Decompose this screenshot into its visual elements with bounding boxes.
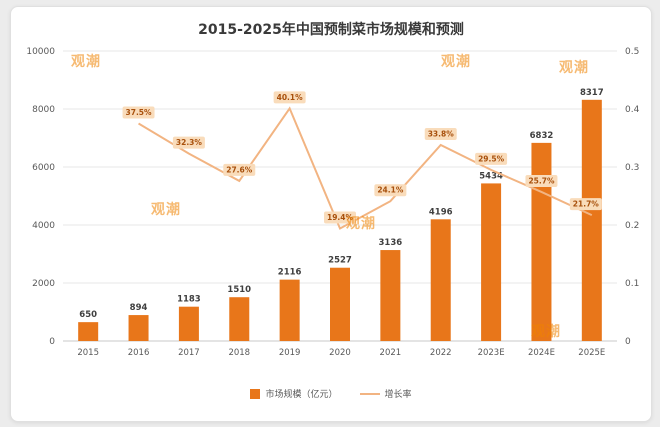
bar-value-label: 650: [79, 310, 97, 320]
growth-label-box: [122, 106, 155, 119]
bar: [229, 297, 250, 341]
bar: [78, 322, 99, 341]
bar: [128, 315, 149, 341]
bar: [279, 279, 300, 341]
left-axis-tick-label: 0: [49, 337, 55, 347]
right-axis-tick-label: 0.3: [625, 163, 639, 173]
bar-swatch-icon: [250, 388, 261, 399]
combo-chart: 0 2000 4000 6000 8000 10000 0 0.1 0.2 0.3 0.4 0.5 20…: [26, 47, 640, 358]
line-swatch-icon: [359, 392, 380, 395]
bar-value-label: 2116: [278, 268, 302, 278]
bar-value-label: 6832: [530, 131, 554, 141]
x-axis-label: 2020: [329, 348, 351, 358]
legend-label-market-size: 市场规模（亿元）: [265, 390, 338, 400]
growth-label: 19.4%: [327, 213, 354, 222]
bar-value-label: 3136: [379, 238, 403, 248]
left-axis-tick-label: 6000: [32, 163, 55, 173]
growth-label: 32.3%: [176, 138, 203, 147]
bar: [581, 99, 602, 341]
x-axis-label: 2021: [380, 348, 402, 358]
growth-label-box: [172, 136, 205, 149]
left-axis-tick-label: 10000: [26, 47, 55, 57]
bar: [481, 183, 502, 341]
growth-label: 40.1%: [277, 93, 304, 102]
growth-label: 24.1%: [377, 186, 404, 195]
x-axis-label: 2024E: [528, 348, 555, 358]
growth-label-box: [273, 91, 306, 104]
x-axis-label: 2025E: [578, 348, 605, 358]
bar: [178, 306, 199, 341]
legend: 市场规模（亿元） 增长率: [11, 387, 651, 400]
growth-label-box: [324, 211, 356, 224]
right-axis-tick-label: 0.5: [625, 47, 639, 57]
x-axis-label: 2016: [128, 348, 150, 358]
bar-value-label: 5434: [479, 171, 503, 181]
bar-value-label: 894: [130, 303, 148, 313]
growth-label: 25.7%: [528, 176, 555, 185]
legend-item-market-size: 市场规模（亿元）: [250, 387, 338, 400]
growth-label: 29.5%: [478, 154, 505, 163]
bar-value-label: 8317: [580, 88, 604, 98]
legend-item-growth-rate: 增长率: [359, 387, 412, 400]
bar-value-label: 1183: [177, 295, 201, 305]
bar: [330, 267, 350, 341]
growth-label-box: [424, 127, 457, 140]
bar-value-label: 1510: [227, 285, 251, 295]
right-axis-tick-label: 0.4: [625, 105, 640, 115]
growth-label-box: [569, 198, 602, 211]
growth-label-box: [525, 174, 558, 187]
legend-label-growth-rate: 增长率: [384, 390, 412, 400]
bar: [531, 142, 552, 341]
chart-title: 2015-2025年中国预制菜市场规模和预测: [198, 22, 464, 38]
x-axis-label: 2019: [279, 348, 301, 358]
x-axis-label: 2015: [77, 348, 99, 358]
growth-label-box: [374, 184, 407, 197]
right-axis-tick-label: 0: [625, 337, 631, 347]
left-axis-tick-label: 8000: [32, 105, 55, 115]
left-axis-tick-label: 2000: [32, 279, 55, 289]
bar-value-label: 2527: [328, 256, 352, 266]
bar-value-label: 4196: [429, 207, 453, 217]
growth-label: 33.8%: [428, 129, 455, 138]
growth-label: 27.6%: [226, 165, 253, 174]
bar: [380, 250, 401, 341]
chart-card: 2015-2025年中国预制菜市场规模和预测 0 2000 4000 6000 8000…: [10, 6, 652, 422]
growth-label: 37.5%: [126, 108, 153, 117]
x-axis-label: 2023E: [478, 348, 505, 358]
x-axis-label: 2022: [430, 348, 452, 358]
growth-label-box: [223, 163, 256, 176]
x-axis-label: 2017: [178, 348, 200, 358]
left-axis-tick-label: 4000: [32, 221, 55, 231]
bar: [430, 219, 451, 341]
right-axis-tick-label: 0.1: [625, 279, 639, 289]
growth-label: 21.7%: [573, 200, 600, 209]
right-axis-tick-label: 0.2: [625, 221, 639, 231]
growth-label-box: [475, 152, 508, 165]
growth-line: [138, 106, 593, 230]
x-axis-label: 2018: [228, 348, 250, 358]
